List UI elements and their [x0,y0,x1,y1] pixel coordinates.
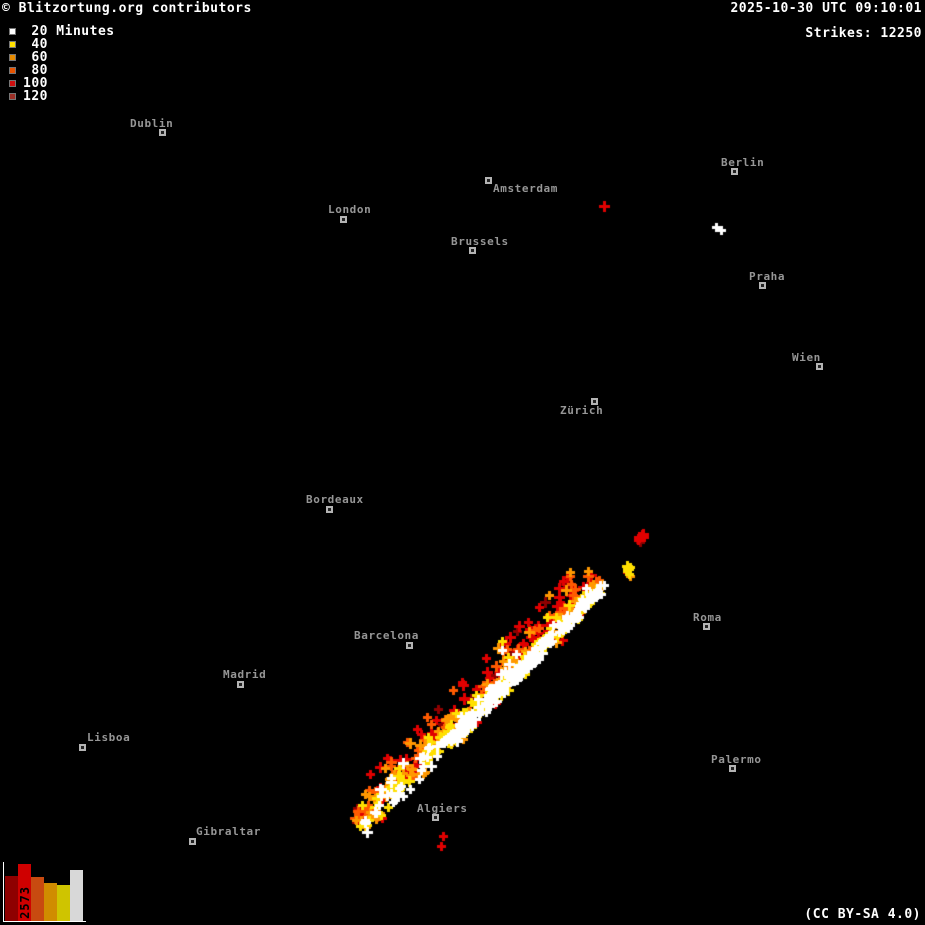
histogram-bar-20 [70,870,83,921]
city-marker-lisboa [79,744,86,751]
license: (CC BY-SA 4.0) [804,907,921,922]
city-marker-madrid [237,681,244,688]
city-label-madrid: Madrid [223,668,267,681]
city-label-berlin: Berlin [721,156,765,169]
city-marker-dublin [159,129,166,136]
strike-count: Strikes: 12250 [805,26,922,41]
city-label-lisboa: Lisboa [87,731,131,744]
legend-swatch-icon [9,28,16,35]
city-marker-gibraltar [189,838,196,845]
city-label-praha: Praha [749,270,786,283]
city-marker-barcelona [406,642,413,649]
histogram-bar-60 [44,883,57,921]
legend-item-60: 60 [9,51,115,64]
city-label-amsterdam: Amsterdam [493,182,559,195]
legend-swatch-icon [9,93,16,100]
city-label-wien: Wien [792,351,821,364]
city-label-roma: Roma [693,611,722,624]
histogram-bar-80 [31,877,44,921]
strike-histogram: 2573 [3,862,86,922]
legend-label: 100 [23,76,48,91]
legend-swatch-icon [9,41,16,48]
histogram-bar-120 [5,876,18,921]
legend-swatch-icon [9,67,16,74]
legend-label: 60 [23,50,48,65]
legend-label: 80 [23,63,48,78]
histogram-bar-40 [57,885,70,921]
histogram-bar-100: 2573 [18,864,32,921]
attribution: © Blitzortung.org contributors [2,1,252,16]
legend-swatch-icon [9,80,16,87]
city-marker-roma [703,623,710,630]
legend-item-40: 40 [9,38,115,51]
legend-item-120: 120 [9,90,115,103]
city-marker-wien [816,363,823,370]
city-label-brussels: Brussels [451,235,509,248]
city-label-zürich: Zürich [560,404,604,417]
city-marker-praha [759,282,766,289]
city-marker-london [340,216,347,223]
city-marker-algiers [432,814,439,821]
legend-swatch-icon [9,54,16,61]
age-legend: 20 Minutes 40 60 80 100 120 [9,25,115,103]
legend-label: 20 Minutes [23,24,115,39]
city-marker-bordeaux [326,506,333,513]
city-marker-berlin [731,168,738,175]
legend-label: 40 [23,37,48,52]
city-marker-brussels [469,247,476,254]
timestamp: 2025-10-30 UTC 09:10:01 [730,1,922,16]
legend-item-80: 80 [9,64,115,77]
city-marker-zürich [591,398,598,405]
legend-item-20: 20 Minutes [9,25,115,38]
histogram-bar-label: 2573 [18,886,32,919]
legend-item-100: 100 [9,77,115,90]
city-label-bordeaux: Bordeaux [306,493,364,506]
city-label-algiers: Algiers [417,802,468,815]
city-marker-amsterdam [485,177,492,184]
city-label-dublin: Dublin [130,117,174,130]
city-marker-palermo [729,765,736,772]
legend-label: 120 [23,89,48,104]
city-label-london: London [328,203,372,216]
city-label-gibraltar: Gibraltar [196,825,262,838]
city-label-barcelona: Barcelona [354,629,420,642]
city-label-palermo: Palermo [711,753,762,766]
